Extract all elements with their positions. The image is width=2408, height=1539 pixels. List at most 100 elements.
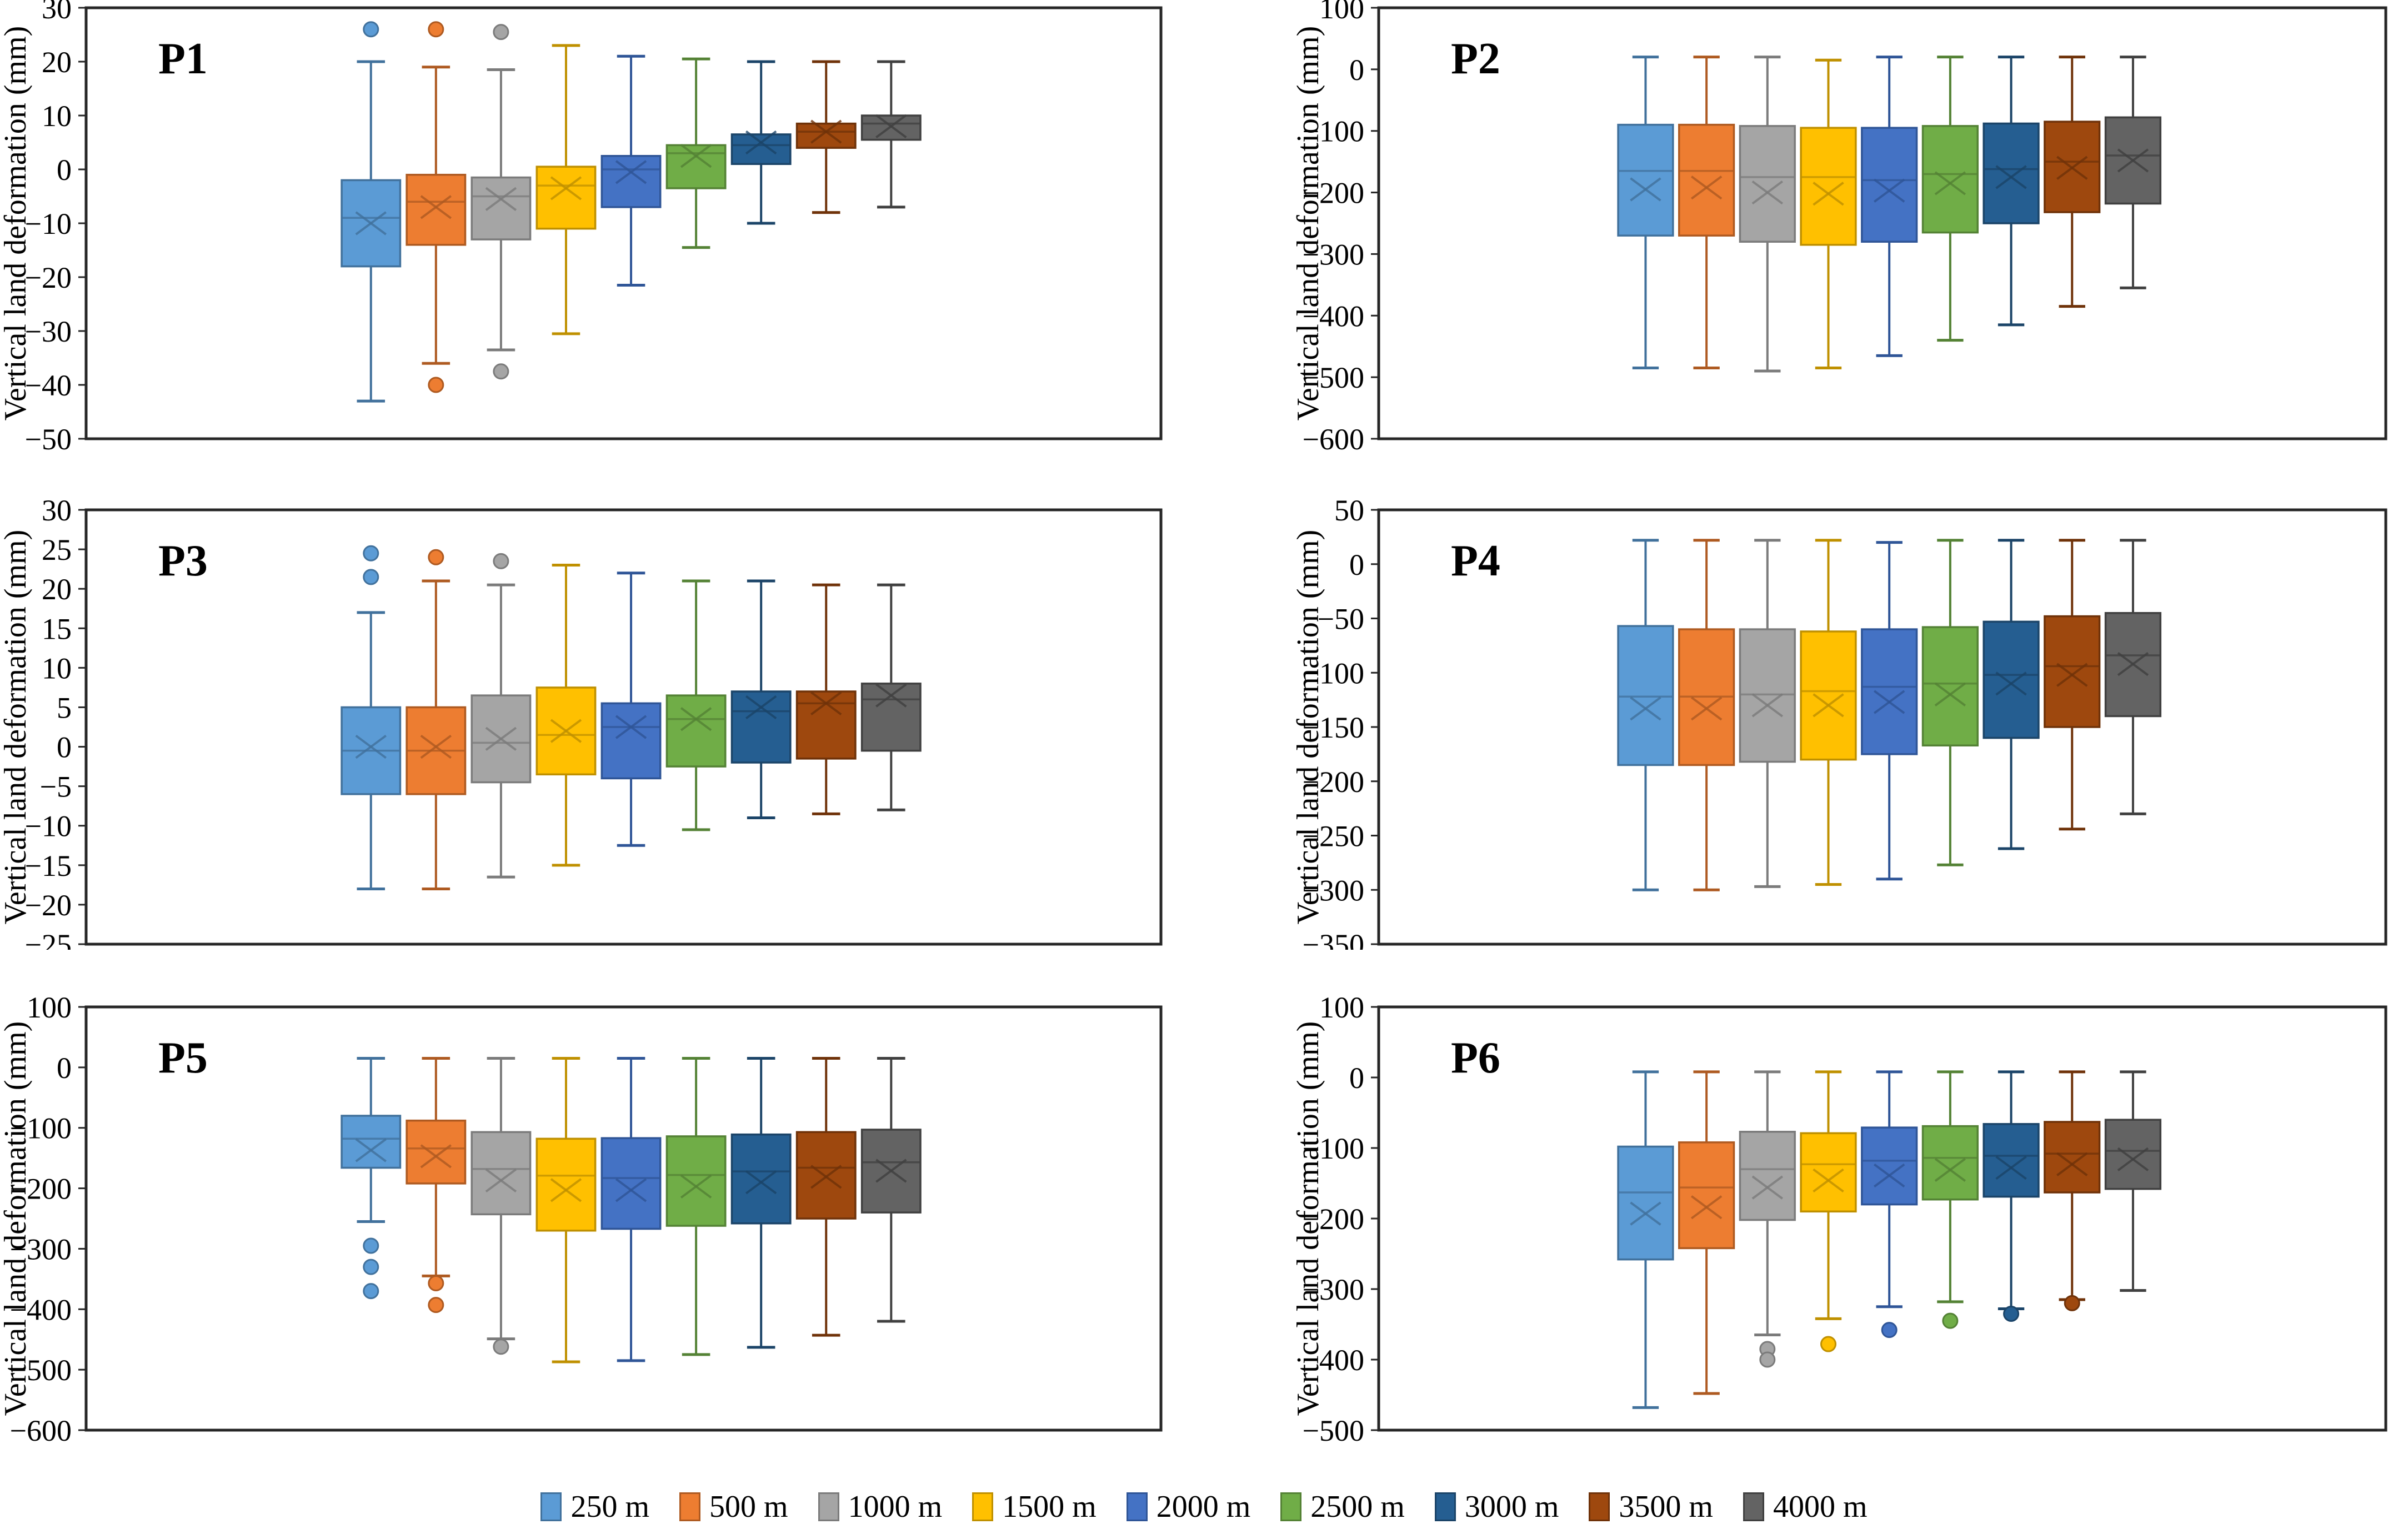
box-series-2000m — [600, 1057, 662, 1362]
plot-border — [84, 1005, 1163, 1432]
box-iqr — [1983, 620, 2040, 739]
mean-marker — [1751, 1175, 1784, 1200]
box-iqr — [730, 1133, 792, 1225]
mean-marker — [420, 195, 452, 219]
box-iqr — [1617, 625, 1674, 766]
outlier-dot — [493, 24, 509, 41]
y-tick-label: −400 — [10, 1293, 72, 1326]
box-series-3500m — [795, 1057, 857, 1337]
box-iqr — [535, 166, 597, 230]
y-tick-label: 0 — [1349, 548, 1364, 581]
legend-label: 1500 m — [1002, 1490, 1097, 1524]
outlier-dot — [363, 545, 379, 562]
box-series-500m — [1678, 1070, 1735, 1395]
box-iqr — [1617, 1145, 1674, 1261]
mean-marker — [1934, 682, 1966, 706]
mean-marker — [875, 683, 907, 708]
box-iqr — [1921, 125, 1979, 234]
y-tick-label: 15 — [42, 612, 72, 645]
y-tick-label: −40 — [25, 369, 72, 402]
y-tick-label: −200 — [1303, 765, 1364, 799]
mean-marker — [680, 707, 712, 731]
mean-marker — [2056, 1152, 2088, 1176]
box-iqr — [1861, 1126, 1918, 1206]
outlier-dot — [493, 553, 509, 569]
box-series-500m — [1678, 539, 1735, 891]
y-tick-label: −5 — [40, 770, 72, 804]
box-series-3000m — [1983, 1070, 2040, 1322]
plot-border — [1377, 508, 2387, 946]
box-iqr — [1800, 127, 1857, 246]
y-tick-label: 25 — [42, 533, 72, 567]
y-tick-label: −500 — [1303, 1414, 1364, 1447]
y-tick-label: −100 — [1303, 1132, 1364, 1165]
box-iqr — [665, 144, 727, 189]
legend-item-2500m: 2500 m — [1280, 1491, 1405, 1522]
box-iqr — [795, 122, 857, 149]
y-tick-label: −600 — [10, 1414, 72, 1447]
box-iqr — [1739, 1131, 1796, 1221]
legend-swatch-1500m — [972, 1492, 994, 1521]
box-series-2000m — [1861, 541, 1918, 881]
legend-label: 2500 m — [1310, 1490, 1405, 1524]
outlier-dot — [1759, 1351, 1776, 1368]
legend-swatch-2500m — [1280, 1492, 1302, 1521]
legend-label: 4000 m — [1773, 1490, 1868, 1524]
box-iqr — [470, 1131, 532, 1216]
y-tick-label: −400 — [1303, 1344, 1364, 1377]
y-tick-label: 100 — [1319, 991, 1364, 1024]
box-series-4000m — [2104, 539, 2162, 815]
y-tick-label: −15 — [25, 849, 72, 883]
mean-marker — [1630, 177, 1661, 202]
outlier-dot — [428, 549, 444, 565]
box-iqr — [2044, 1121, 2101, 1194]
outlier-dot — [363, 1237, 379, 1254]
mean-marker — [1934, 171, 1966, 195]
y-tick-label: −30 — [25, 315, 72, 348]
mean-marker — [2117, 652, 2149, 676]
mean-marker — [2117, 1147, 2149, 1171]
panel-P5: Vertical land deformation (mm) 100 0 −100 −2… — [0, 950, 1205, 1477]
boxplot-svg-P3: Vertical land deformation (mm) 30 25 20 15 10… — [0, 494, 1163, 950]
mean-marker — [745, 1170, 777, 1195]
y-axis-title: Vertical land deformation (mm) — [0, 1021, 33, 1416]
box-series-4000m — [860, 583, 922, 811]
mean-marker — [1934, 1157, 1966, 1182]
box-series-2000m — [600, 54, 662, 287]
legend-item-500m: 500 m — [679, 1491, 788, 1522]
mean-marker — [615, 1178, 647, 1202]
y-tick-label: −100 — [10, 1112, 72, 1145]
box-series-3500m — [795, 583, 857, 815]
y-tick-label: 0 — [1349, 53, 1364, 87]
box-series-1500m — [535, 44, 597, 335]
mean-marker — [1813, 693, 1844, 718]
legend-label: 1000 m — [848, 1490, 943, 1524]
legend-swatch-2000m — [1126, 1492, 1148, 1521]
legend-item-1500m: 1500 m — [972, 1491, 1097, 1522]
box-series-3000m — [1983, 56, 2040, 327]
legend-swatch-3000m — [1434, 1492, 1456, 1521]
box-iqr — [730, 133, 792, 166]
mean-marker — [1630, 696, 1661, 721]
mean-marker — [810, 1165, 842, 1189]
box-series-2500m — [1921, 539, 1979, 866]
y-tick-label: −100 — [1303, 656, 1364, 690]
outlier-dot — [363, 1283, 379, 1300]
y-tick-label: 5 — [57, 691, 72, 724]
outlier-dot — [428, 1297, 444, 1314]
legend-item-250m: 250 m — [540, 1491, 649, 1522]
panel-P2: Vertical land deformation (mm) 100 0 −100 −2… — [1203, 0, 2408, 475]
box-series-2000m — [600, 572, 662, 847]
box-series-2500m — [665, 57, 727, 249]
y-tick-label: −100 — [1303, 115, 1364, 148]
mean-marker — [680, 144, 712, 168]
mean-marker — [1751, 693, 1784, 718]
legend-item-3000m: 3000 m — [1434, 1491, 1559, 1522]
mean-marker — [485, 1168, 517, 1193]
panel-P4: Vertical land deformation (mm) 50 0 −50 −100… — [1203, 475, 2408, 950]
legend-item-4000m: 4000 m — [1743, 1491, 1868, 1522]
mean-marker — [1874, 1163, 1905, 1188]
box-iqr — [1861, 127, 1918, 243]
outlier-dot — [428, 377, 444, 393]
panel-P1: Vertical land deformation (mm) 30 20 10 0 −10… — [0, 0, 1205, 475]
